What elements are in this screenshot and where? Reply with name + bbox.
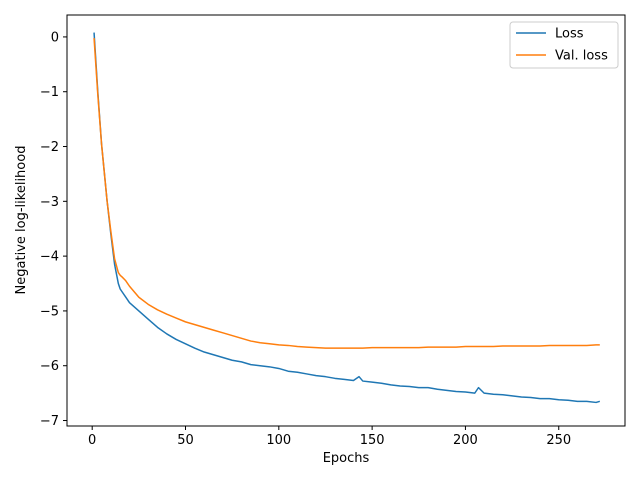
- y-tick-label: −6: [40, 359, 59, 374]
- legend-label-val-loss: Val. loss: [555, 49, 608, 64]
- plot-background: [67, 15, 625, 426]
- y-tick-label: −2: [40, 140, 59, 155]
- y-axis-label: Negative log-likelihood: [14, 146, 29, 295]
- x-tick-label: 150: [360, 433, 385, 448]
- x-tick-label: 250: [546, 433, 571, 448]
- plot-frame: [66, 14, 626, 427]
- y-tick-label: −5: [40, 304, 59, 319]
- x-tick-label: 50: [177, 433, 194, 448]
- y-tick-label: −1: [40, 85, 59, 100]
- x-tick-label: 200: [453, 433, 478, 448]
- series-line-val-loss: [93, 37, 600, 349]
- y-tick-label: −4: [40, 250, 59, 265]
- series-layer: [93, 32, 601, 404]
- legend-label-loss: Loss: [555, 27, 584, 42]
- y-tick-label: 0: [51, 30, 59, 45]
- x-tick-label: 100: [266, 433, 291, 448]
- legend: Loss Val. loss: [509, 21, 619, 69]
- x-axis-ticks: 0 50 100 150 200 250: [88, 426, 571, 448]
- y-tick-label: −7: [40, 414, 59, 429]
- y-tick-label: −3: [40, 195, 59, 210]
- y-axis-ticks: 0 −1 −2 −3 −4 −5 −6 −7: [40, 30, 67, 429]
- x-axis-label: Epochs: [323, 451, 370, 466]
- series-line-loss: [93, 32, 601, 404]
- x-tick-label: 0: [88, 433, 96, 448]
